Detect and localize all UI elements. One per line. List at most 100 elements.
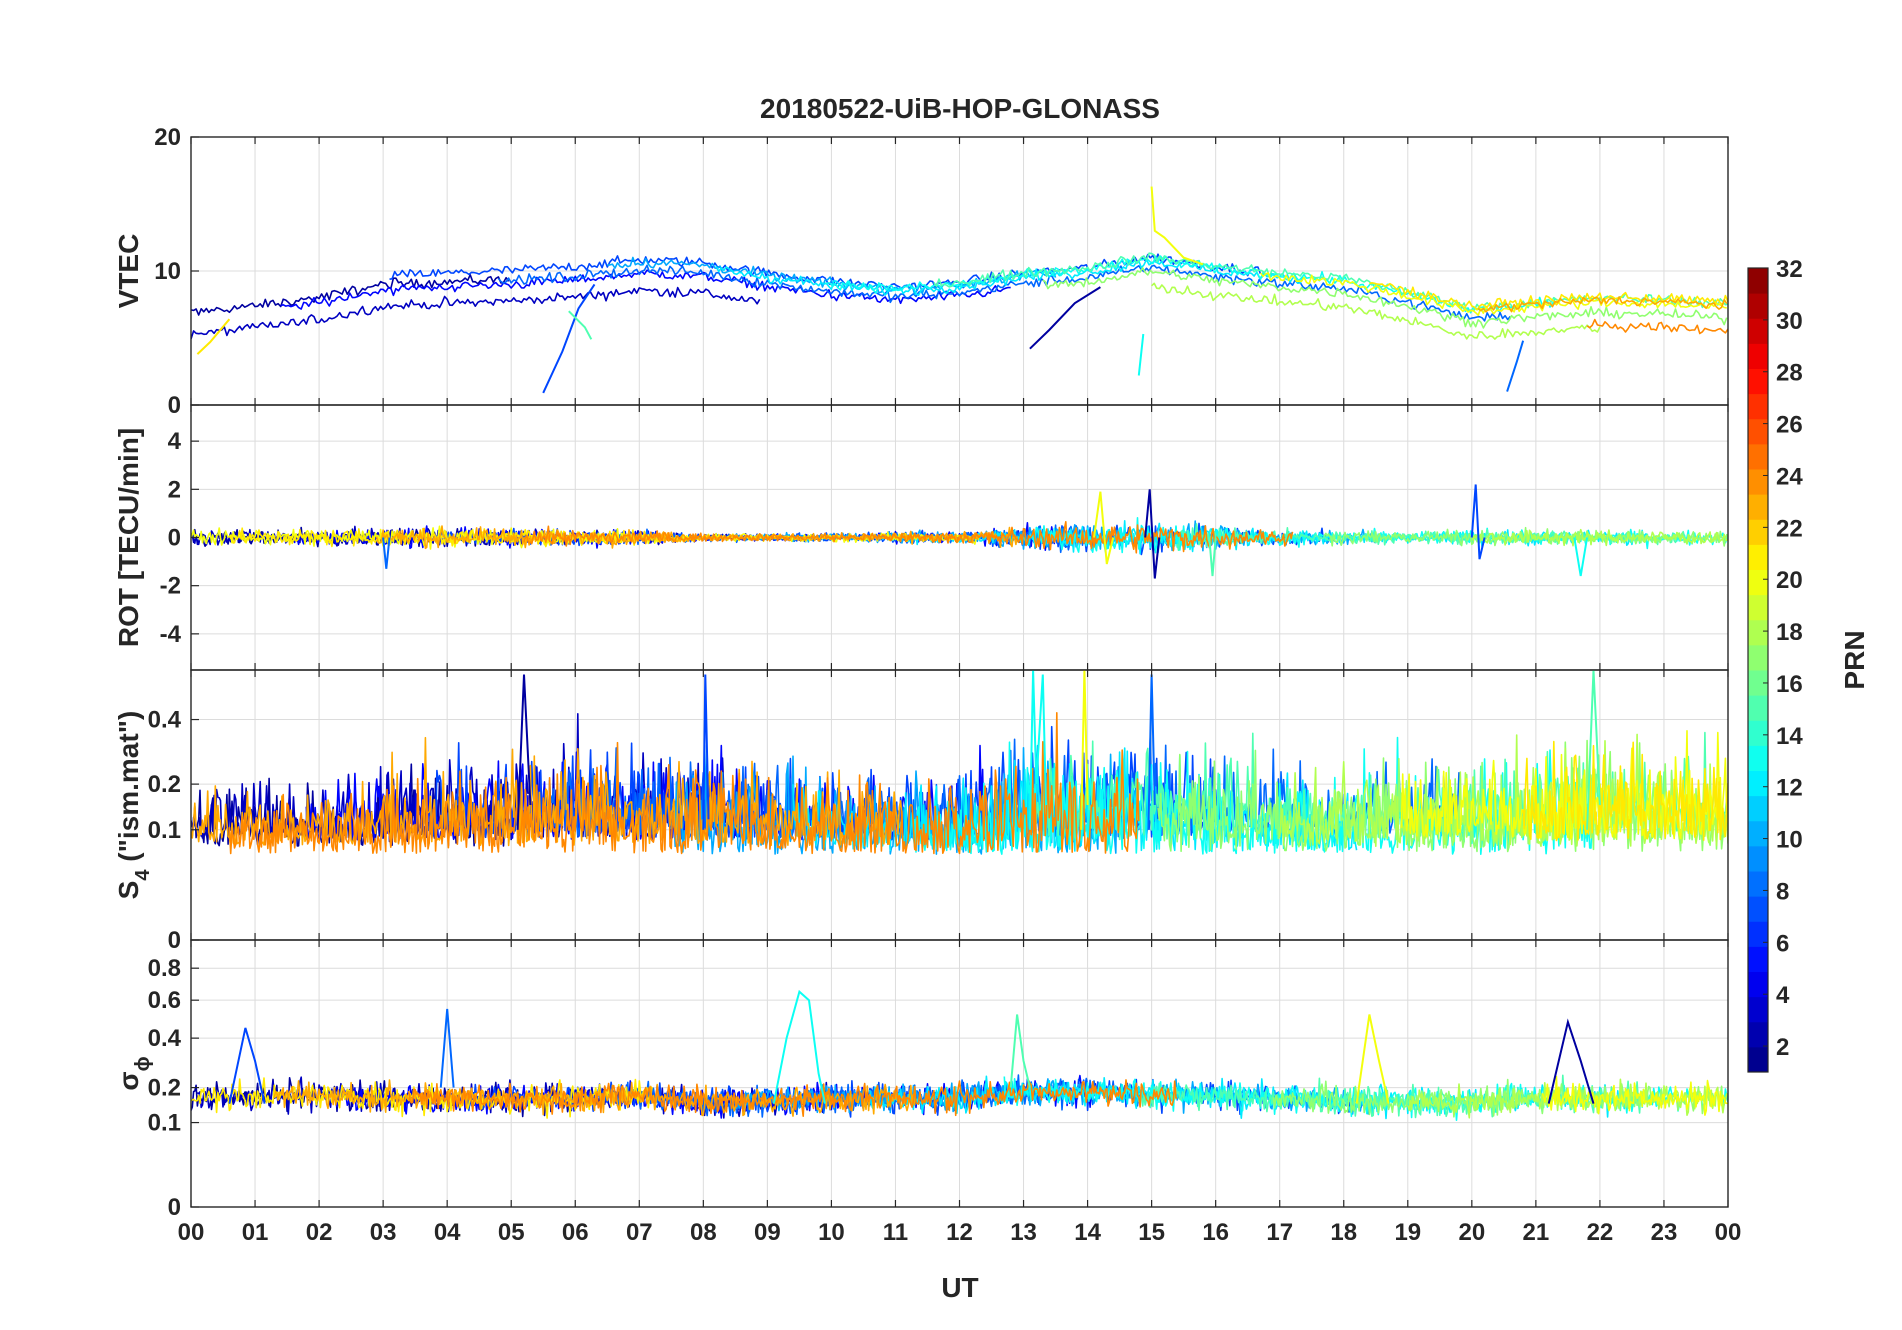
feature-spike-1310	[1028, 670, 1047, 830]
colorbar-tick-label: 22	[1776, 515, 1803, 542]
colorbar-swatch	[1748, 469, 1768, 495]
x-tick-label: 02	[306, 1219, 333, 1246]
feature-spike-2000	[1470, 484, 1486, 560]
x-tick-label: 11	[883, 1219, 908, 1246]
series-prn-20	[1541, 1075, 1728, 1116]
y-tick-label: 0.6	[148, 987, 181, 1014]
y-tick-label: 0.1	[148, 1110, 181, 1137]
x-tick-label: 00	[1715, 1219, 1742, 1246]
colorbar-swatch	[1748, 318, 1768, 344]
feature-spike-1415	[1093, 491, 1115, 565]
feature-bump-1825	[1355, 1014, 1390, 1104]
x-tick-label: 18	[1330, 1219, 1357, 1246]
series-prn-7	[389, 253, 1262, 292]
y-tick-label: 0.2	[148, 771, 181, 798]
colorbar-tick-label: 12	[1776, 775, 1803, 802]
x-axis-label: UT	[941, 1272, 978, 1303]
y-tick-label: 2	[168, 476, 181, 503]
feature-bump-2135	[1547, 1018, 1595, 1104]
y-tick-label: 0	[168, 1194, 181, 1221]
y-tick-label: 20	[154, 124, 181, 151]
feature-bump-0050	[228, 1027, 266, 1104]
colorbar-swatch	[1748, 1046, 1768, 1073]
series-group-sigma_phi	[191, 989, 1728, 1121]
panel-sigma_phi: 0 0.1 0.2 0.4 0.6 0.8 σϕ	[113, 939, 1729, 1221]
x-tick-label: 21	[1523, 1219, 1550, 1246]
x-tick-label: 23	[1651, 1219, 1678, 1246]
colorbar-tick-label: 24	[1776, 463, 1803, 490]
grid-vtec	[190, 136, 1729, 406]
colorbar-tick-label: 18	[1776, 619, 1803, 646]
series-prn-24	[1586, 318, 1728, 335]
series-prn-21	[1522, 740, 1728, 842]
series-prn-24	[228, 712, 1140, 855]
colorbar-label: PRN	[1839, 630, 1870, 689]
feature-spike-0800	[702, 674, 710, 830]
x-tick-label: 13	[1010, 1219, 1037, 1246]
x-tick-label: 01	[242, 1219, 269, 1246]
colorbar-tick-label: 14	[1776, 723, 1803, 750]
feature-drop-0615	[568, 310, 593, 340]
feature-start-0010	[196, 318, 231, 355]
x-tick-label: 05	[498, 1219, 525, 1246]
x-ticks-vtec	[190, 137, 1729, 405]
x-tick-label: 17	[1266, 1219, 1293, 1246]
y-tick-label: 0.8	[148, 955, 181, 982]
x-tick-label: 09	[754, 1219, 781, 1246]
colorbar-tick-label: 26	[1776, 412, 1803, 439]
colorbar-swatch	[1748, 418, 1768, 445]
series-prn-8	[497, 264, 1511, 322]
feature-peak-0935	[772, 989, 826, 1104]
x-ticks-rot	[190, 405, 1729, 670]
feature-bump-1255	[1009, 1014, 1031, 1088]
colorbar-swatch	[1748, 820, 1768, 847]
colorbar-swatch	[1748, 770, 1768, 797]
colorbar-swatch	[1748, 569, 1768, 596]
x-tick-label: 16	[1202, 1219, 1229, 1246]
y-tick-label: 4	[168, 428, 182, 455]
series-prn-20	[1259, 272, 1727, 316]
series-group-rot	[191, 484, 1728, 579]
x-tick-label: 12	[946, 1219, 973, 1246]
colorbar-tick-label: 30	[1776, 308, 1803, 335]
colorbar-tick-label: 6	[1776, 930, 1789, 957]
series-prn-18	[1471, 528, 1728, 547]
colorbar-frame	[1747, 267, 1769, 1073]
x-tick-labels: 00 01 02 03 04 05 06 07 08 09 10 11 12 13 14 15 16 17 18 19…	[178, 1219, 1742, 1246]
x-tick-label: 06	[562, 1219, 589, 1246]
x-tick-label: 03	[370, 1219, 397, 1246]
colorbar-swatch	[1748, 443, 1768, 470]
colorbar-tick-label: 20	[1776, 567, 1803, 594]
colorbar-swatch	[1748, 368, 1768, 395]
colorbar-swatch	[1748, 293, 1768, 319]
y-tick-label: 0	[168, 525, 181, 552]
colorbar-swatch	[1748, 921, 1768, 947]
colorbar-swatch	[1748, 268, 1768, 294]
feature-rising-arc-2050	[1506, 340, 1525, 392]
series-prn-10	[607, 256, 1057, 296]
colorbar-swatch	[1748, 946, 1768, 972]
colorbar-swatch	[1748, 795, 1768, 822]
x-ticks-sigma_phi	[190, 940, 1729, 1207]
x-tick-label: 19	[1394, 1219, 1421, 1246]
colorbar-tick-label: 2	[1776, 1034, 1789, 1061]
colorbar-swatch	[1748, 594, 1768, 621]
y-axis-label-vtec: VTEC	[113, 234, 144, 309]
y-tick-label: 0.2	[148, 1075, 181, 1102]
series-prn-3	[191, 286, 761, 340]
x-tick-label: 00	[178, 1219, 205, 1246]
feature-spike-0515	[516, 674, 532, 830]
colorbar-swatch	[1748, 494, 1768, 520]
feature-dip-2145	[1573, 537, 1589, 577]
y-tick-label: 0	[168, 392, 181, 419]
series-prn-18	[1151, 282, 1601, 340]
feature-rising-arc-1310	[1029, 286, 1101, 350]
feature-spike-1355	[1080, 670, 1089, 830]
colorbar-swatch	[1748, 644, 1768, 671]
colorbar-swatch	[1748, 1021, 1768, 1048]
series-group-vtec	[191, 186, 1728, 394]
y-axis-label-sigma_phi: σϕ	[113, 1056, 154, 1090]
y-tick-label: -4	[160, 621, 182, 648]
feature-rising-arc-0530	[542, 283, 596, 394]
series-prn-23	[1477, 296, 1728, 313]
